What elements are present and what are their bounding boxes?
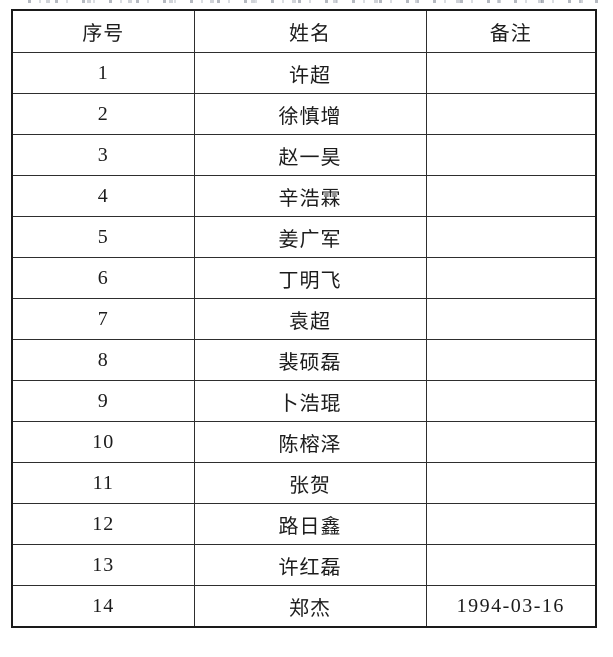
name-cell: 姜广军 bbox=[193, 216, 427, 258]
index-cell: 2 bbox=[11, 93, 195, 135]
name-cell: 郑杰 bbox=[193, 585, 427, 628]
index-cell: 11 bbox=[11, 462, 195, 504]
remark-cell bbox=[425, 380, 597, 422]
remark-cell bbox=[425, 421, 597, 463]
table-row: 9 卜浩琨 bbox=[11, 380, 597, 422]
table-row: 13 许红磊 bbox=[11, 544, 597, 586]
name-cell: 路日鑫 bbox=[193, 503, 427, 545]
remark-cell bbox=[425, 462, 597, 504]
index-cell: 14 bbox=[11, 585, 195, 628]
remark-cell bbox=[425, 544, 597, 586]
name-cell: 赵一昊 bbox=[193, 134, 427, 176]
name-cell: 辛浩霖 bbox=[193, 175, 427, 217]
index-cell: 13 bbox=[11, 544, 195, 586]
name-cell: 张贺 bbox=[193, 462, 427, 504]
remark-cell bbox=[425, 175, 597, 217]
remark-cell bbox=[425, 52, 597, 94]
table-row: 2 徐慎增 bbox=[11, 93, 597, 135]
index-cell: 8 bbox=[11, 339, 195, 381]
roster-table: 序号 姓名 备注 1 许超 2 徐慎增 3 赵一昊 4 辛浩霖 5 姜广军 6 丁明飞 7 袁超 8 裴硕磊 9… bbox=[11, 9, 597, 628]
index-cell: 10 bbox=[11, 421, 195, 463]
table-row: 11 张贺 bbox=[11, 462, 597, 504]
index-cell: 1 bbox=[11, 52, 195, 94]
header-cell-remark: 备注 bbox=[425, 9, 597, 53]
header-cell-index: 序号 bbox=[11, 9, 195, 53]
index-cell: 4 bbox=[11, 175, 195, 217]
index-cell: 6 bbox=[11, 257, 195, 299]
index-cell: 9 bbox=[11, 380, 195, 422]
index-cell: 7 bbox=[11, 298, 195, 340]
table-row: 6 丁明飞 bbox=[11, 257, 597, 299]
clipped-text-remnant bbox=[28, 0, 598, 3]
name-cell: 徐慎增 bbox=[193, 93, 427, 135]
table-row: 1 许超 bbox=[11, 52, 597, 94]
name-cell: 陈榕泽 bbox=[193, 421, 427, 463]
remark-cell bbox=[425, 216, 597, 258]
table-row: 12 路日鑫 bbox=[11, 503, 597, 545]
remark-cell bbox=[425, 93, 597, 135]
index-cell: 12 bbox=[11, 503, 195, 545]
header-cell-name: 姓名 bbox=[193, 9, 427, 53]
index-cell: 5 bbox=[11, 216, 195, 258]
table-row: 14 郑杰 1994-03-16 bbox=[11, 585, 597, 628]
header-row: 序号 姓名 备注 bbox=[11, 9, 597, 53]
remark-cell bbox=[425, 298, 597, 340]
name-cell: 许红磊 bbox=[193, 544, 427, 586]
name-cell: 袁超 bbox=[193, 298, 427, 340]
remark-cell bbox=[425, 257, 597, 299]
name-cell: 丁明飞 bbox=[193, 257, 427, 299]
remark-cell: 1994-03-16 bbox=[425, 585, 597, 628]
remark-cell bbox=[425, 503, 597, 545]
table-row: 7 袁超 bbox=[11, 298, 597, 340]
table-row: 4 辛浩霖 bbox=[11, 175, 597, 217]
table-row: 8 裴硕磊 bbox=[11, 339, 597, 381]
table-row: 10 陈榕泽 bbox=[11, 421, 597, 463]
name-cell: 裴硕磊 bbox=[193, 339, 427, 381]
index-cell: 3 bbox=[11, 134, 195, 176]
remark-cell bbox=[425, 134, 597, 176]
table-row: 3 赵一昊 bbox=[11, 134, 597, 176]
name-cell: 许超 bbox=[193, 52, 427, 94]
remark-cell bbox=[425, 339, 597, 381]
name-cell: 卜浩琨 bbox=[193, 380, 427, 422]
table-body: 1 许超 2 徐慎增 3 赵一昊 4 辛浩霖 5 姜广军 6 丁明飞 7 袁超 8 裴硕磊 9 卜浩琨 10 陈榕泽 1… bbox=[11, 52, 597, 628]
table-row: 5 姜广军 bbox=[11, 216, 597, 258]
